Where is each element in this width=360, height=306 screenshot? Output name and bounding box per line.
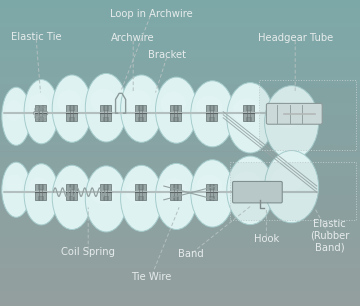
- Bar: [174, 184, 178, 189]
- Text: Elastic Tie: Elastic Tie: [11, 32, 61, 42]
- Ellipse shape: [5, 174, 23, 194]
- Ellipse shape: [2, 162, 31, 217]
- Text: Headgear Tube: Headgear Tube: [257, 33, 333, 43]
- Bar: [35, 105, 46, 121]
- Ellipse shape: [24, 164, 59, 225]
- Ellipse shape: [265, 86, 319, 159]
- Bar: [246, 117, 251, 121]
- Ellipse shape: [191, 160, 234, 227]
- Ellipse shape: [227, 83, 274, 153]
- Bar: [174, 196, 178, 200]
- Bar: [138, 117, 143, 121]
- Ellipse shape: [28, 177, 49, 199]
- Bar: [103, 105, 108, 110]
- Bar: [210, 184, 214, 189]
- Bar: [69, 105, 73, 110]
- Bar: [103, 196, 108, 200]
- Bar: [66, 184, 77, 200]
- Ellipse shape: [196, 175, 222, 199]
- Bar: [69, 184, 73, 189]
- Text: Tie Wire: Tie Wire: [131, 272, 171, 282]
- Bar: [138, 184, 143, 189]
- Ellipse shape: [121, 165, 162, 231]
- Bar: [103, 117, 108, 121]
- FancyBboxPatch shape: [233, 181, 282, 203]
- Bar: [69, 117, 73, 121]
- Ellipse shape: [233, 99, 261, 123]
- Bar: [210, 105, 214, 110]
- Bar: [100, 184, 111, 200]
- Text: Archwire: Archwire: [111, 33, 155, 43]
- Ellipse shape: [52, 75, 92, 142]
- Ellipse shape: [271, 102, 304, 128]
- Bar: [135, 105, 146, 121]
- Bar: [100, 105, 111, 121]
- Text: Loop in Archwire: Loop in Archwire: [110, 9, 193, 19]
- Ellipse shape: [57, 180, 81, 202]
- Bar: [138, 196, 143, 200]
- Ellipse shape: [156, 77, 197, 143]
- Bar: [69, 196, 73, 200]
- Bar: [103, 184, 108, 189]
- Ellipse shape: [91, 181, 116, 204]
- Bar: [210, 117, 214, 121]
- Bar: [170, 105, 181, 121]
- Bar: [174, 105, 178, 110]
- Ellipse shape: [126, 180, 151, 203]
- Bar: [135, 184, 146, 200]
- Ellipse shape: [265, 151, 319, 223]
- Bar: [206, 184, 217, 200]
- Ellipse shape: [85, 73, 127, 142]
- Ellipse shape: [233, 171, 261, 196]
- Bar: [206, 105, 217, 121]
- Ellipse shape: [52, 165, 92, 230]
- Bar: [174, 117, 178, 121]
- Ellipse shape: [126, 90, 151, 114]
- Ellipse shape: [121, 75, 162, 142]
- Bar: [39, 105, 43, 110]
- Bar: [246, 105, 251, 110]
- Ellipse shape: [191, 81, 234, 147]
- Ellipse shape: [57, 90, 81, 114]
- Ellipse shape: [91, 89, 116, 113]
- Bar: [39, 196, 43, 200]
- Bar: [210, 196, 214, 200]
- Bar: [39, 184, 43, 189]
- Bar: [259, 80, 356, 150]
- Ellipse shape: [196, 96, 222, 119]
- Ellipse shape: [5, 100, 23, 121]
- Ellipse shape: [24, 80, 59, 144]
- Bar: [138, 105, 143, 110]
- Ellipse shape: [85, 166, 127, 232]
- Ellipse shape: [161, 92, 186, 115]
- FancyBboxPatch shape: [266, 103, 322, 124]
- Text: Coil Spring: Coil Spring: [61, 248, 115, 257]
- Bar: [170, 184, 181, 200]
- Bar: [230, 162, 356, 220]
- Bar: [66, 105, 77, 121]
- Text: Hook: Hook: [254, 234, 279, 244]
- Ellipse shape: [161, 178, 186, 201]
- Ellipse shape: [28, 94, 49, 117]
- Text: Band: Band: [178, 249, 204, 259]
- Ellipse shape: [271, 167, 304, 192]
- Text: Bracket: Bracket: [148, 50, 186, 60]
- Bar: [243, 105, 254, 121]
- Bar: [39, 117, 43, 121]
- Ellipse shape: [227, 156, 274, 225]
- Ellipse shape: [2, 87, 31, 145]
- Bar: [35, 184, 46, 200]
- Text: Elastic
(Rubber
Band): Elastic (Rubber Band): [310, 219, 349, 252]
- Ellipse shape: [156, 163, 197, 230]
